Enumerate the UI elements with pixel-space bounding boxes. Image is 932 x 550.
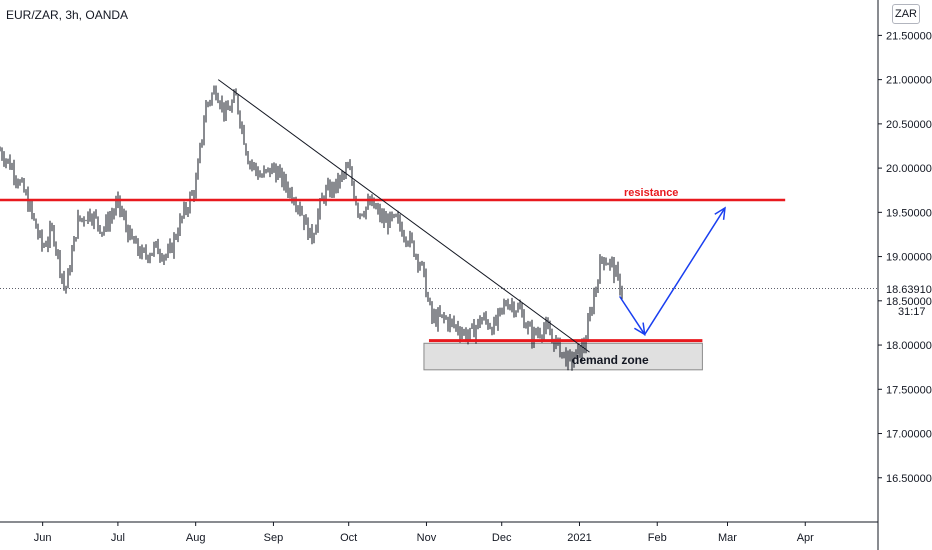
y-tick-label: 16.50000 [886,473,932,485]
demand-zone-label: demand zone [572,353,649,367]
x-tick-label: Apr [797,532,814,544]
last-price-label: 18.63910 [884,283,932,297]
y-tick-label: 18.00000 [886,340,932,352]
x-tick-label: Mar [718,532,737,544]
y-tick-label: 18.50000 [886,296,932,308]
x-tick-label: Jun [34,532,52,544]
y-tick-label: 21.00000 [886,75,932,87]
currency-button[interactable]: ZAR [892,4,920,24]
x-tick-label: Nov [417,532,437,544]
x-tick-label: Oct [340,532,357,544]
price-candles [0,85,623,371]
y-tick-label: 20.50000 [886,119,932,131]
y-tick-label: 21.50000 [886,30,932,42]
x-tick-label: Aug [186,532,206,544]
trendline [217,79,590,353]
y-tick-label: 19.00000 [886,252,932,264]
y-tick-label: 17.50000 [886,384,932,396]
x-tick-label: Feb [648,532,667,544]
y-tick-label: 20.00000 [886,163,932,175]
x-tick-label: Sep [264,532,284,544]
bar-countdown: 31:17 [898,306,926,318]
resistance-label: resistance [624,187,679,199]
demand-zone-box [423,342,703,371]
x-tick-label: Dec [492,532,512,544]
y-tick-label: 19.50000 [886,207,932,219]
y-tick-label: 17.00000 [886,429,932,441]
x-tick-label: 2021 [567,532,591,544]
symbol-title: EUR/ZAR, 3h, OANDA [6,8,129,22]
x-tick-label: Jul [111,532,125,544]
projection-arrowhead-up [714,206,726,220]
projection-arrowhead-down [634,322,646,336]
projection-path [618,207,726,336]
